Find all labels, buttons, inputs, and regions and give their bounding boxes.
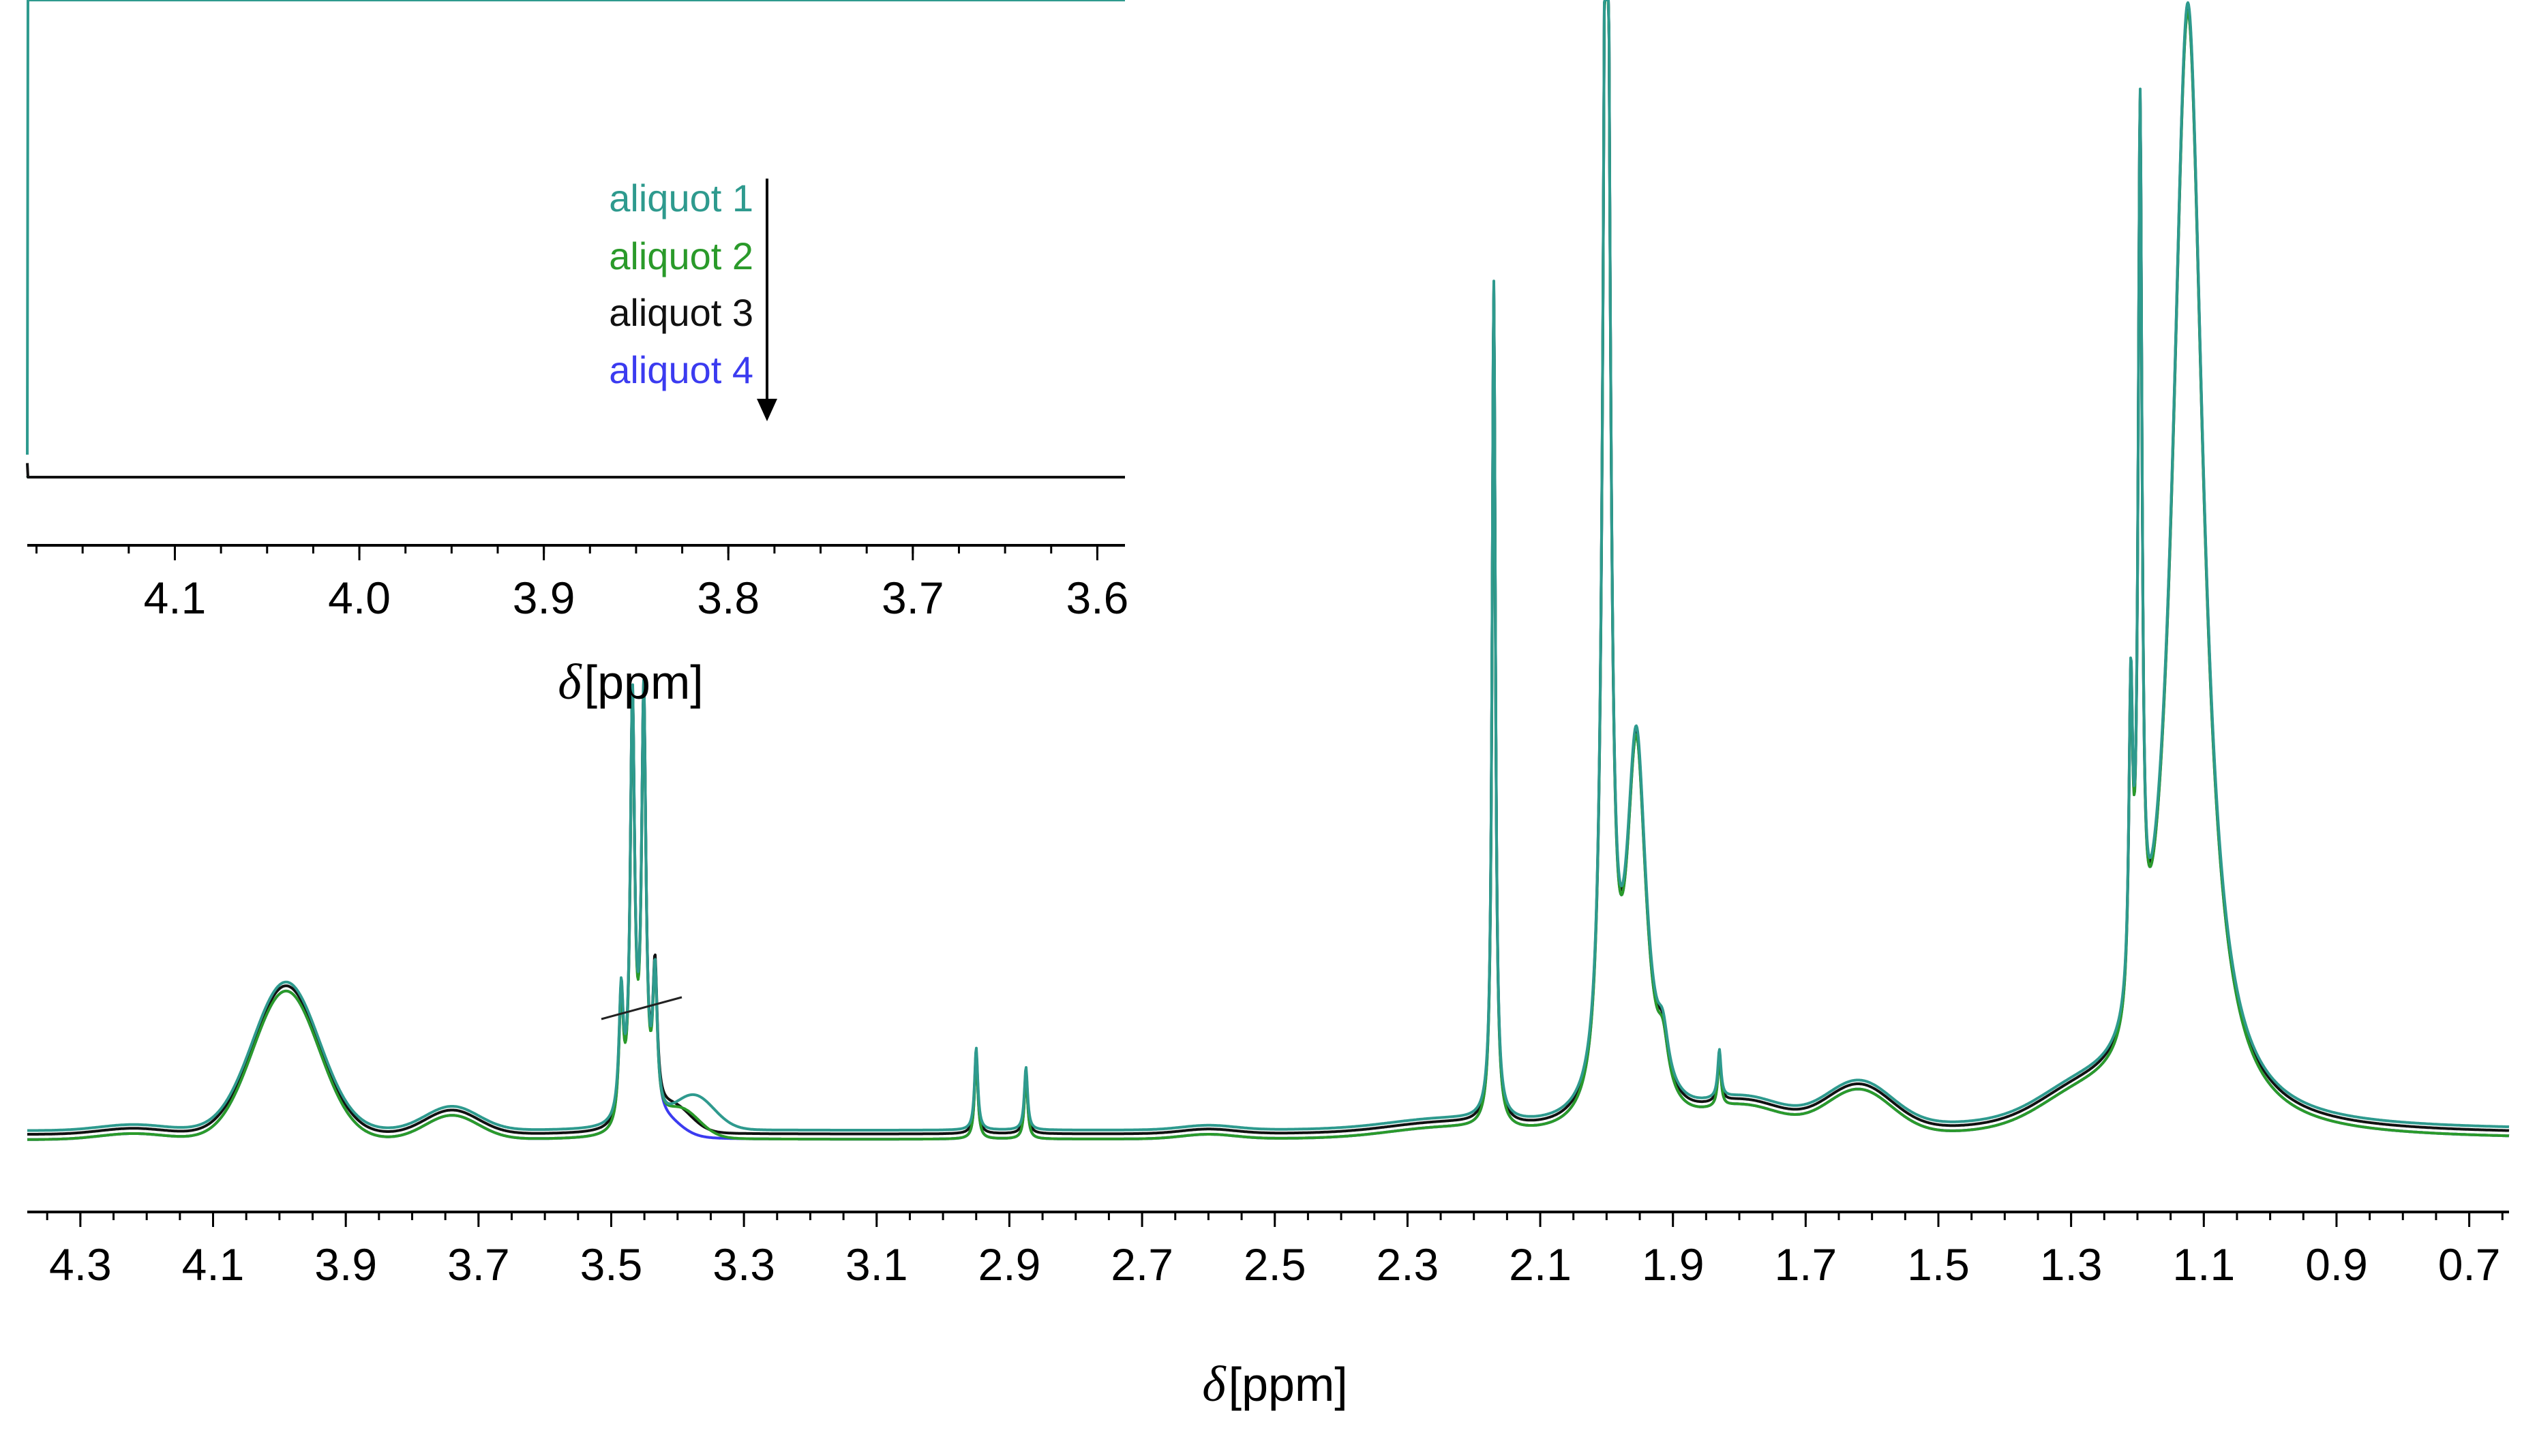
main-tick-label: 4.1 (182, 1239, 245, 1290)
main-tick-label: 1.7 (1774, 1239, 1837, 1290)
main-tick-label: 2.7 (1111, 1239, 1173, 1290)
main-major-ticks (79, 1212, 2471, 1227)
main-trace-aliquot-2 (27, 0, 2510, 1141)
inset-x-axis-title: δ [ppm] (558, 654, 703, 710)
inset-spectrum-traces (26, 0, 1126, 479)
main-tick-label: 1.9 (1642, 1239, 1705, 1290)
main-tick-label: 3.9 (314, 1239, 377, 1290)
main-tick-label: 3.7 (447, 1239, 510, 1290)
main-tick-label: 2.3 (1377, 1239, 1439, 1290)
main-spectrum-traces (27, 0, 2510, 1141)
main-tick-label: 3.3 (712, 1239, 775, 1290)
inset-tick-label: 4.1 (144, 573, 207, 623)
main-tick-label: 2.5 (1244, 1239, 1306, 1290)
inset-tick-label: 3.7 (882, 573, 944, 623)
main-tick-label: 3.5 (580, 1239, 643, 1290)
inset-x-axis-title-symbol: δ (558, 654, 582, 710)
main-tick-label: 1.1 (2172, 1239, 2235, 1290)
inset-legend: aliquot 1 aliquot 2 aliquot 3 aliquot 4 (609, 177, 777, 421)
inset-major-ticks (173, 545, 1098, 560)
main-tick-label: 0.9 (2305, 1239, 2368, 1290)
legend-entry-aliquot-4: aliquot 4 (609, 348, 753, 391)
inset-tick-label: 3.8 (697, 573, 760, 623)
main-tick-label: 3.1 (845, 1239, 908, 1290)
main-tick-label: 0.7 (2438, 1239, 2501, 1290)
inset-tick-label: 3.6 (1066, 573, 1129, 623)
inset-tick-labels: 4.1 4.0 3.9 3.8 3.7 3.6 (144, 573, 1129, 623)
inset-trace-aliquot-3 (26, 463, 1126, 479)
inset-tick-label: 3.9 (513, 573, 575, 623)
inset-x-axis-title-unit: [ppm] (584, 656, 704, 709)
main-tick-labels: 4.3 4.1 3.9 3.7 3.5 3.3 3.1 2.9 2.7 2.5 2.3 2.1 1.9 1… (49, 1239, 2500, 1290)
main-tick-label: 1.3 (2040, 1239, 2103, 1290)
main-trace-aliquot-1 (27, 0, 2510, 1132)
main-x-axis-title-unit: [ppm] (1229, 1358, 1348, 1411)
main-tick-label: 2.9 (978, 1239, 1041, 1290)
inset-x-axis: 4.1 4.0 3.9 3.8 3.7 3.6 (27, 544, 1129, 623)
main-trace-aliquot-3 (27, 0, 2510, 1136)
main-tick-label: 4.3 (49, 1239, 112, 1290)
main-tick-label: 2.1 (1509, 1239, 1572, 1290)
inset-tick-label: 4.0 (328, 573, 391, 623)
legend-entry-aliquot-3: aliquot 3 (609, 291, 753, 334)
multiplet-guide-line (601, 996, 682, 1020)
main-x-axis-title: δ [ppm] (1202, 1356, 1347, 1412)
legend-entry-aliquot-1: aliquot 1 (609, 177, 753, 219)
main-x-axis-title-symbol: δ (1202, 1356, 1227, 1412)
legend-entry-aliquot-2: aliquot 2 (609, 234, 753, 277)
main-x-axis: 4.3 4.1 3.9 3.7 3.5 3.3 3.1 2.9 2.7 2.5 2.3 2.1 1.9 1… (27, 1211, 2509, 1290)
main-tick-label: 1.5 (1907, 1239, 1970, 1290)
legend-trend-arrowhead-icon (757, 399, 777, 421)
